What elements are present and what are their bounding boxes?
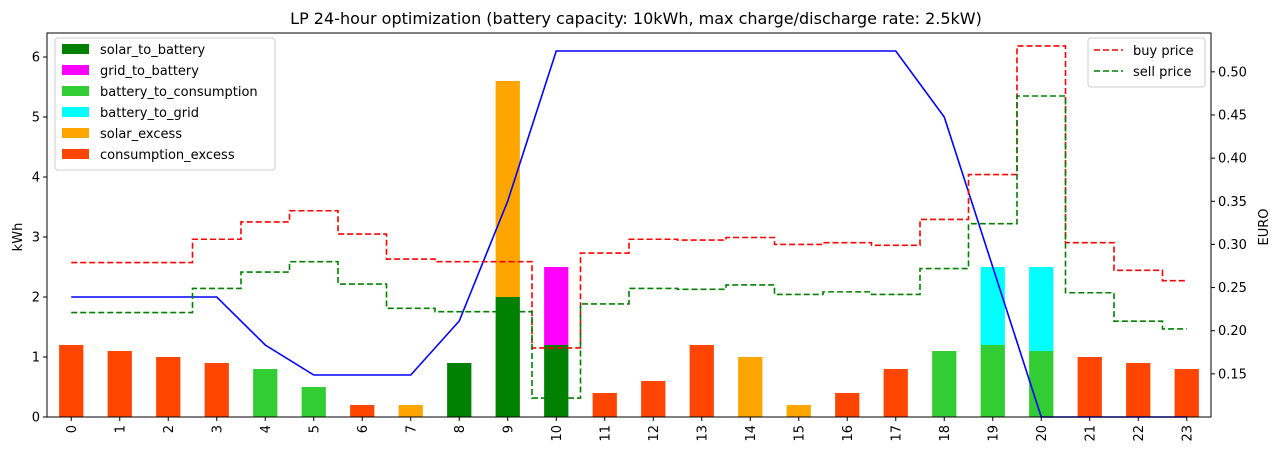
legend-swatch-grid_to_battery: [62, 65, 89, 75]
legend-label-solar_excess: solar_excess: [100, 127, 182, 142]
y-tick-label: 1: [32, 351, 40, 366]
bar-consumption_excess-3: [204, 363, 229, 417]
bar-battery_to_grid-19: [980, 267, 1005, 345]
y2-tick-label: 0.25: [1218, 281, 1247, 296]
bars-layer: [59, 81, 1199, 417]
bar-consumption_excess-6: [350, 405, 375, 417]
chart-title: LP 24-hour optimization (battery capacit…: [290, 9, 982, 28]
bar-grid_to_battery-10: [544, 267, 569, 345]
battery-level-line: [71, 50, 1187, 418]
bar-consumption_excess-13: [689, 345, 714, 417]
bar-solar_excess-15: [786, 405, 811, 417]
x-tick-label: 10: [550, 425, 565, 442]
bar-consumption_excess-23: [1174, 369, 1199, 417]
y2-tick-label: 0.45: [1218, 108, 1247, 123]
x-tick-label: 7: [404, 425, 419, 433]
y-tick-label: 0: [32, 411, 40, 426]
bar-battery_to_consumption-19: [980, 345, 1005, 417]
x-tick-label: 4: [259, 425, 274, 433]
x-tick-label: 21: [1083, 425, 1098, 442]
y-tick-label: 5: [32, 111, 40, 126]
x-tick-label: 16: [841, 425, 856, 442]
y2-tick-label: 0.50: [1218, 65, 1247, 80]
legend-label-grid_to_battery: grid_to_battery: [100, 64, 199, 79]
x-tick-label: 13: [695, 425, 710, 442]
x-tick-label: 8: [453, 425, 468, 433]
legend-label-buy-price: buy price: [1133, 44, 1194, 59]
legend-bars: solar_to_battery grid_to_battery battery_t…: [54, 37, 276, 171]
price-line-sell-price: [71, 95, 1187, 399]
bar-solar_excess-7: [398, 405, 423, 417]
bar-battery_to_consumption-20: [1029, 351, 1054, 417]
legend-swatch-battery_to_grid: [62, 107, 89, 117]
y-tick-label: 4: [32, 171, 40, 186]
bar-solar_to_battery-10: [544, 345, 569, 417]
x-tick-label: 3: [210, 425, 225, 433]
y2-tick-label: 0.40: [1218, 152, 1247, 167]
y2-tick-label: 0.15: [1218, 367, 1247, 382]
bar-consumption_excess-0: [59, 345, 84, 417]
lines-layer: [71, 45, 1187, 418]
x-axis: 0 1 2 3 4 5 6 7 8 9 10 11 12 13 14 15 16 17 18 19 20 21 22 23: [65, 417, 1195, 442]
y2-tick-label: 0.30: [1218, 238, 1247, 253]
bar-battery_to_grid-20: [1029, 267, 1054, 351]
x-tick-label: 19: [986, 425, 1001, 442]
y2-tick-label: 0.35: [1218, 195, 1247, 210]
y-tick-label: 3: [32, 231, 40, 246]
x-tick-label: 15: [792, 425, 807, 442]
legend-label-sell-price: sell price: [1133, 65, 1191, 80]
bar-battery_to_consumption-18: [932, 351, 957, 417]
bar-consumption_excess-11: [592, 393, 617, 417]
x-tick-label: 23: [1180, 425, 1195, 442]
x-tick-label: 18: [938, 425, 953, 442]
bar-solar_excess-9: [495, 81, 520, 297]
bar-consumption_excess-2: [156, 357, 181, 417]
bar-battery_to_consumption-4: [253, 369, 278, 417]
y2-tick-label: 0.20: [1218, 324, 1247, 339]
y-axis-label: kWh: [11, 223, 26, 252]
left-axis: 0 1 2 3 4 5 6: [32, 51, 47, 426]
x-tick-label: 9: [501, 425, 516, 433]
legend-label-solar_to_battery: solar_to_battery: [100, 43, 205, 58]
bar-solar_excess-14: [738, 357, 763, 417]
x-tick-label: 2: [162, 425, 177, 433]
right-axis: 0.15 0.20 0.25 0.30 0.35 0.40 0.45 0.50: [1211, 65, 1247, 382]
legend-lines: buy price sell price: [1087, 37, 1206, 88]
bar-solar_to_battery-9: [495, 297, 520, 417]
x-tick-label: 12: [647, 425, 662, 442]
x-tick-label: 0: [65, 425, 80, 433]
y-tick-label: 6: [32, 51, 40, 66]
legend-swatch-solar_to_battery: [62, 44, 89, 54]
legend-label-consumption_excess: consumption_excess: [100, 148, 235, 163]
bar-consumption_excess-17: [883, 369, 908, 417]
x-tick-label: 11: [598, 425, 613, 442]
bar-consumption_excess-22: [1126, 363, 1151, 417]
y2-axis-label: EURO: [1257, 209, 1272, 246]
legend-bars-box: [54, 37, 276, 171]
x-tick-label: 20: [1035, 425, 1050, 442]
bar-consumption_excess-16: [835, 393, 860, 417]
bar-consumption_excess-21: [1077, 357, 1102, 417]
price-line-buy-price: [71, 45, 1187, 349]
legend-label-battery_to_consumption: battery_to_consumption: [100, 85, 258, 100]
x-tick-label: 14: [744, 425, 759, 442]
bar-consumption_excess-12: [641, 381, 666, 417]
x-tick-label: 6: [356, 425, 371, 433]
legend-swatch-consumption_excess: [62, 149, 89, 159]
legend-swatch-solar_excess: [62, 128, 89, 138]
y-tick-label: 2: [32, 291, 40, 306]
bar-solar_to_battery-8: [447, 363, 472, 417]
bar-battery_to_consumption-5: [301, 387, 326, 417]
x-tick-label: 17: [889, 425, 904, 442]
x-tick-label: 1: [113, 425, 128, 433]
bar-consumption_excess-1: [107, 351, 132, 417]
x-tick-label: 5: [307, 425, 322, 433]
legend-label-battery_to_grid: battery_to_grid: [100, 106, 199, 121]
x-tick-label: 22: [1132, 425, 1147, 442]
plot-frame: [46, 32, 1212, 418]
legend-swatch-battery_to_consumption: [62, 86, 89, 96]
